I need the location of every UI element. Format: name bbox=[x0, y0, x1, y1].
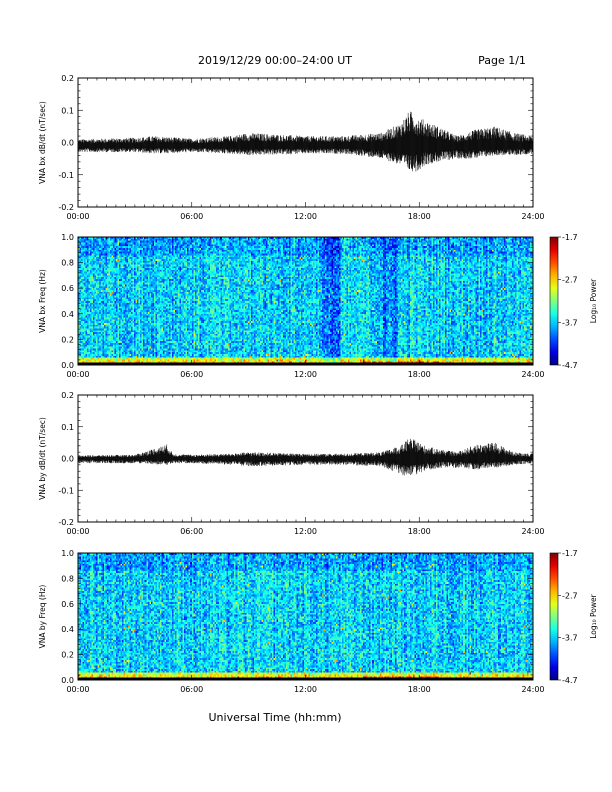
waveform-panel: 0.2 0.1 0.0 -0.1 -0.2 VNA bx dB/dt (nT/sec) 00… bbox=[38, 74, 545, 221]
y-tick-label: -0.2 bbox=[58, 203, 74, 212]
y-tick-label: 0.0 bbox=[61, 139, 74, 148]
y-tick-label: 0.2 bbox=[61, 74, 74, 83]
page-indicator: Page 1/1 bbox=[478, 54, 526, 67]
y-axis-label: VNA bx dB/dt (nT/sec) bbox=[38, 101, 47, 184]
y-tick-label: 0.1 bbox=[61, 106, 74, 115]
spectrogram-cells bbox=[78, 237, 533, 365]
plot-area: 0.2 0.1 0.0 -0.1 -0.2 VNA bx dB/dt (nT/sec) 00… bbox=[38, 74, 598, 694]
x-tick-label: 00:00 bbox=[66, 212, 89, 221]
x-tick-label: 24:00 bbox=[521, 212, 544, 221]
x-tick-label: 18:00 bbox=[408, 212, 431, 221]
y-tick-label: -0.1 bbox=[58, 171, 74, 180]
x-tick-label: 12:00 bbox=[294, 212, 317, 221]
figure-title: 2019/12/29 00:00–24:00 UT bbox=[198, 54, 352, 67]
x-tick-label: 06:00 bbox=[180, 212, 203, 221]
